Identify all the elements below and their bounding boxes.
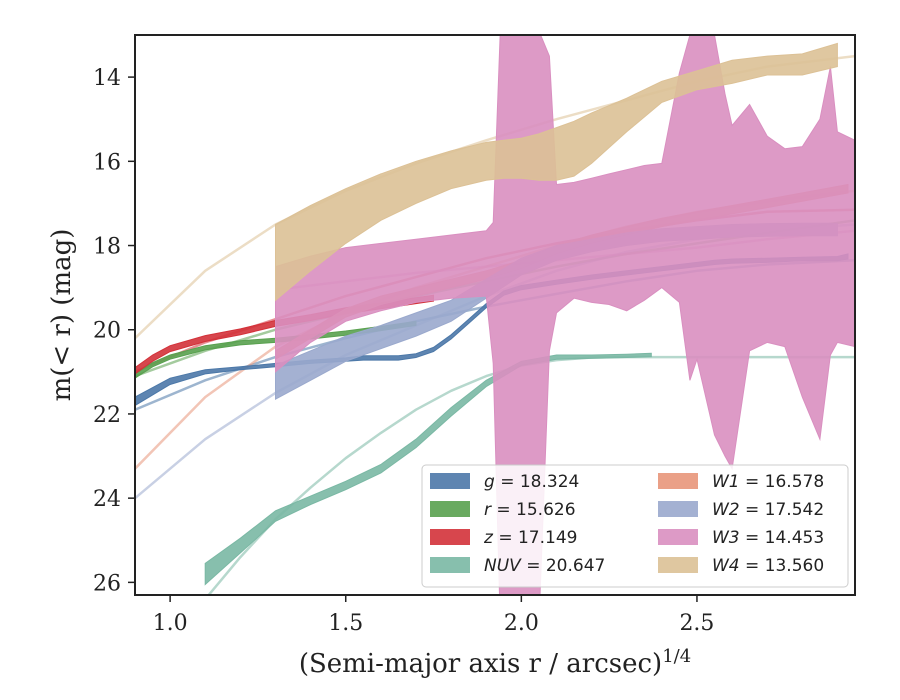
legend-label: W1 = 16.578 [712, 472, 824, 492]
y-tick-label: 18 [93, 235, 121, 260]
legend-label: W2 = 17.542 [712, 500, 824, 520]
x-tick-label: 1.5 [328, 611, 363, 636]
legend-swatch [430, 501, 470, 517]
x-tick-label: 2.5 [679, 611, 714, 636]
plot-frame [134, 34, 856, 596]
y-tick-label: 22 [93, 403, 121, 428]
y-tick-label: 16 [93, 150, 121, 175]
legend-item-w4: W4 = 13.560 [658, 556, 824, 576]
x-tick-label: 2.0 [504, 611, 539, 636]
legend-swatch [658, 473, 698, 489]
legend-label: g = 18.324 [484, 472, 579, 492]
legend: g = 18.324 r = 15.626 z = 17.149 NUV = 20.6… [421, 464, 849, 588]
legend-item-r: r = 15.626 [430, 500, 576, 520]
legend-label: z = 17.149 [483, 528, 577, 548]
legend-swatch [658, 557, 698, 573]
x-axis-label: (Semi-major axis r / arcsec)1/4 [299, 646, 691, 679]
y-axis-label: m(< r) (mag) [47, 229, 77, 402]
legend-label: r = 15.626 [484, 500, 576, 520]
y-tick-label: 24 [93, 487, 121, 512]
band-nuv [204, 352, 652, 586]
legend-swatch [658, 501, 698, 517]
legend-swatch [430, 473, 470, 489]
x-axis-label-text: (Semi-major axis r / arcsec) [299, 649, 662, 679]
legend-label: NUV = 20.647 [484, 556, 605, 576]
legend-item-w3: W3 = 14.453 [658, 528, 824, 548]
x-axis-ticks: 1.0 1.5 2.0 2.5 [153, 595, 714, 636]
y-tick-label: 26 [93, 571, 121, 596]
y-tick-label: 20 [93, 319, 121, 344]
y-axis-ticks: 14 16 18 20 22 24 26 [93, 66, 135, 596]
legend-swatch [658, 529, 698, 545]
data-bands [135, 35, 855, 595]
band-w4 [275, 42, 838, 302]
legend-label: W4 = 13.560 [712, 556, 824, 576]
legend-item-nuv: NUV = 20.647 [430, 556, 605, 576]
legend-swatch [430, 557, 470, 573]
legend-item-w1: W1 = 16.578 [658, 472, 824, 492]
legend-label: W3 = 14.453 [712, 528, 824, 548]
legend-box [421, 464, 849, 588]
legend-item-g: g = 18.324 [430, 472, 579, 492]
x-axis-label-superscript: 1/4 [662, 646, 691, 667]
x-tick-label: 1.0 [153, 611, 188, 636]
legend-swatch [430, 529, 470, 545]
legend-item-w2: W2 = 17.542 [658, 500, 824, 520]
y-tick-label: 14 [93, 66, 121, 91]
legend-item-z: z = 17.149 [430, 528, 577, 548]
band-w3 [275, 35, 855, 595]
